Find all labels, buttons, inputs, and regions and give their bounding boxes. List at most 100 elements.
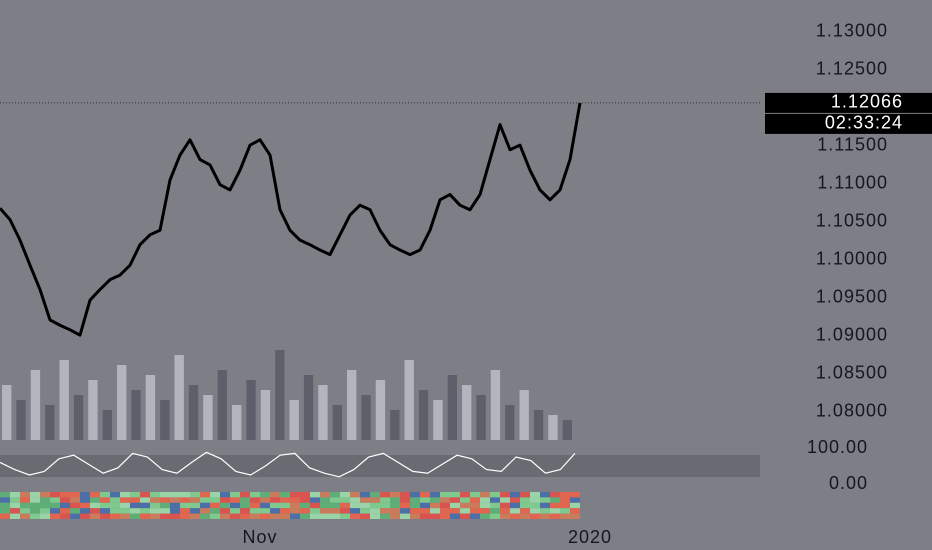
heat-cell xyxy=(80,508,90,514)
heat-cell xyxy=(120,492,130,498)
heat-cell xyxy=(320,513,330,519)
heat-cell xyxy=(180,502,190,509)
heat-cell xyxy=(430,513,440,519)
volume-bar xyxy=(418,390,429,440)
heat-cell xyxy=(100,513,110,519)
heat-cell xyxy=(530,502,540,509)
heat-cell xyxy=(520,492,530,498)
heat-cell xyxy=(160,497,170,503)
heat-cell xyxy=(370,513,380,519)
heat-cell xyxy=(30,513,40,519)
heat-cell xyxy=(260,497,270,503)
heat-cell xyxy=(120,497,130,503)
heat-cell xyxy=(390,497,400,503)
heat-cell xyxy=(460,508,470,514)
heat-cell xyxy=(110,508,120,514)
volume-bar xyxy=(160,400,170,440)
heat-cell xyxy=(550,502,560,509)
heat-cell xyxy=(450,492,460,498)
y-tick-label: 1.08000 xyxy=(816,401,888,421)
heat-cell xyxy=(20,513,30,519)
volume-bar xyxy=(2,385,12,440)
volume-bar xyxy=(88,380,98,440)
y-tick-label: 1.08500 xyxy=(816,363,888,383)
heat-cell xyxy=(170,508,180,514)
heat-cell xyxy=(20,497,30,503)
heat-cell xyxy=(410,502,420,509)
heat-cell xyxy=(520,497,530,503)
heat-cell xyxy=(530,492,540,498)
heat-cell xyxy=(400,492,410,498)
heat-cell xyxy=(120,502,130,509)
heat-cell xyxy=(570,513,580,519)
heat-cell xyxy=(360,502,370,509)
heat-cell xyxy=(550,497,560,503)
volume-bar xyxy=(375,380,386,440)
heat-cell xyxy=(480,492,490,498)
heat-cell xyxy=(90,508,100,514)
heat-cell xyxy=(30,508,40,514)
heat-cell xyxy=(450,502,460,509)
heat-cell xyxy=(480,508,490,514)
heat-cell xyxy=(130,502,140,509)
heat-cell xyxy=(270,492,280,498)
heat-cell xyxy=(180,497,190,503)
heat-cell xyxy=(530,497,540,503)
heat-cell xyxy=(500,508,510,514)
heat-cell xyxy=(390,513,400,519)
heat-cell xyxy=(50,502,60,509)
heat-cell xyxy=(430,502,440,509)
heat-cell xyxy=(440,502,450,509)
heat-cell xyxy=(210,492,220,498)
heat-cell xyxy=(330,513,340,519)
countdown-box xyxy=(765,113,932,134)
heat-cell xyxy=(210,497,220,503)
heat-cell xyxy=(460,502,470,509)
heat-cell xyxy=(250,497,260,503)
heat-cell xyxy=(230,508,240,514)
heat-cell xyxy=(150,502,160,509)
heat-cell xyxy=(490,492,500,498)
heat-cell xyxy=(490,513,500,519)
volume-bar xyxy=(131,390,141,440)
heat-cell xyxy=(290,513,300,519)
heat-cell xyxy=(70,502,80,509)
heat-cell xyxy=(280,502,290,509)
heat-cell xyxy=(90,513,100,519)
heat-cell xyxy=(40,497,50,503)
heat-cell xyxy=(330,502,340,509)
heat-cell xyxy=(440,513,450,519)
heat-cell xyxy=(520,513,530,519)
osc-tick-label: 100.00 xyxy=(807,437,868,457)
heat-cell xyxy=(550,513,560,519)
heat-cell xyxy=(0,513,10,519)
heat-cell xyxy=(260,502,270,509)
heat-cell xyxy=(130,508,140,514)
heat-cell xyxy=(370,508,380,514)
heat-cell xyxy=(70,492,80,498)
heat-cell xyxy=(70,497,80,503)
heat-cell xyxy=(320,502,330,509)
heat-cell xyxy=(150,508,160,514)
heat-cell xyxy=(510,497,520,503)
volume-bar xyxy=(404,360,414,440)
heat-cell xyxy=(390,492,400,498)
heat-cell xyxy=(200,502,210,509)
heat-cell xyxy=(540,492,550,498)
volume-bar xyxy=(390,410,400,440)
heat-cell xyxy=(420,492,430,498)
heat-cell xyxy=(80,497,90,503)
heat-cell xyxy=(550,492,560,498)
heat-cell xyxy=(90,502,100,509)
heat-cell xyxy=(440,492,450,498)
heat-cell xyxy=(320,497,330,503)
heat-cell xyxy=(140,492,150,498)
heat-cell xyxy=(470,497,480,503)
heat-cell xyxy=(420,497,430,503)
heat-cell xyxy=(430,508,440,514)
heat-cell xyxy=(170,502,180,509)
heat-cell xyxy=(80,502,90,509)
heat-cell xyxy=(310,492,320,498)
